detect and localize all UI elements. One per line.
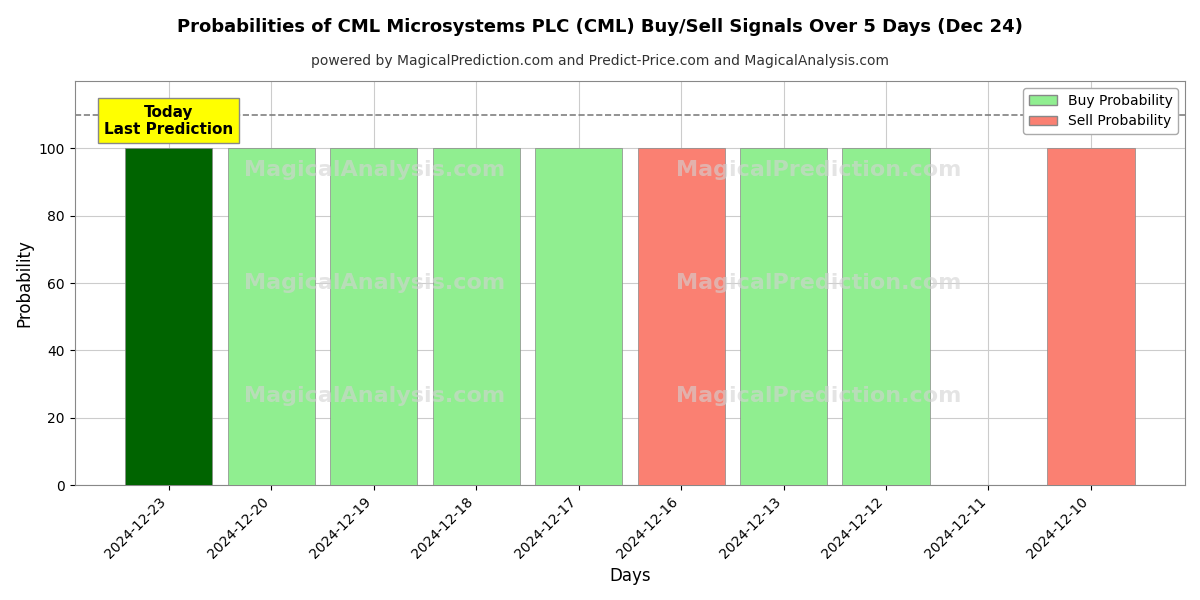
Text: powered by MagicalPrediction.com and Predict-Price.com and MagicalAnalysis.com: powered by MagicalPrediction.com and Pre… bbox=[311, 54, 889, 68]
Legend: Buy Probability, Sell Probability: Buy Probability, Sell Probability bbox=[1024, 88, 1178, 134]
Bar bbox=[432, 148, 520, 485]
Text: MagicalAnalysis.com: MagicalAnalysis.com bbox=[244, 273, 505, 293]
Text: MagicalPrediction.com: MagicalPrediction.com bbox=[676, 273, 961, 293]
Bar bbox=[740, 148, 827, 485]
Y-axis label: Probability: Probability bbox=[16, 239, 34, 327]
Text: Probabilities of CML Microsystems PLC (CML) Buy/Sell Signals Over 5 Days (Dec 24: Probabilities of CML Microsystems PLC (C… bbox=[178, 18, 1022, 36]
Text: MagicalPrediction.com: MagicalPrediction.com bbox=[676, 386, 961, 406]
Bar bbox=[842, 148, 930, 485]
X-axis label: Days: Days bbox=[610, 567, 650, 585]
Text: MagicalAnalysis.com: MagicalAnalysis.com bbox=[244, 160, 505, 180]
Bar bbox=[330, 148, 418, 485]
Text: Today
Last Prediction: Today Last Prediction bbox=[104, 104, 233, 137]
Bar bbox=[228, 148, 314, 485]
Text: MagicalAnalysis.com: MagicalAnalysis.com bbox=[244, 386, 505, 406]
Bar bbox=[535, 148, 622, 485]
Bar bbox=[637, 148, 725, 485]
Bar bbox=[1048, 148, 1134, 485]
Text: MagicalPrediction.com: MagicalPrediction.com bbox=[676, 160, 961, 180]
Bar bbox=[125, 148, 212, 485]
